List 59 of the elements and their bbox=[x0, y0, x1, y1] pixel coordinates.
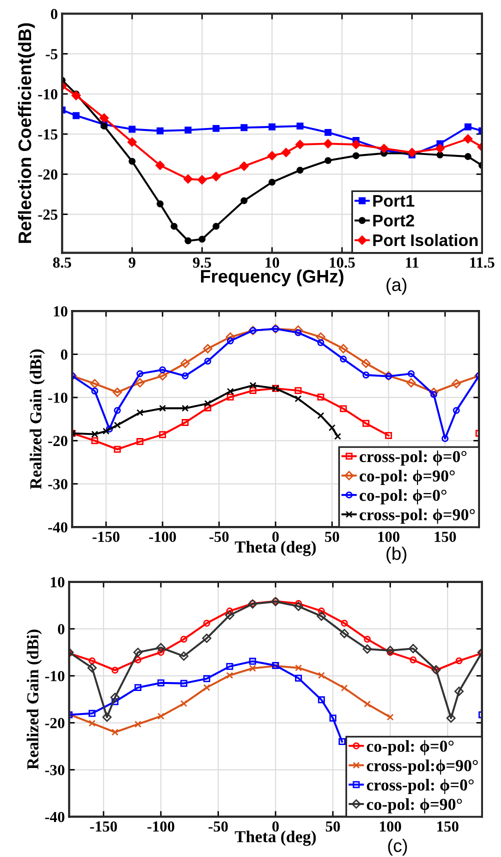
x-tick-label: 10 bbox=[266, 257, 280, 268]
y-tick-label: 0 bbox=[60, 349, 68, 360]
legend-label: Port1 bbox=[373, 195, 414, 207]
x-tick-label: 150 bbox=[434, 532, 456, 542]
legend-label: cross-pol: ϕ=90° bbox=[360, 508, 475, 524]
y-axis-title: Reflection Coefficient(dB) bbox=[18, 23, 35, 243]
x-tick-label: 100 bbox=[378, 532, 400, 542]
y-tick-label: -20 bbox=[48, 436, 68, 446]
x-tick-label: 8.5 bbox=[53, 257, 72, 268]
y-tick-label: -20 bbox=[38, 169, 58, 180]
x-tick-label: -150 bbox=[90, 821, 117, 832]
legend-label: co-pol: ϕ=90° bbox=[366, 798, 462, 814]
y-tick-label: -5 bbox=[46, 49, 58, 60]
y-tick-label: 10 bbox=[50, 577, 64, 588]
x-tick-label: 10.5 bbox=[330, 257, 355, 268]
x-tick-label: -50 bbox=[209, 532, 229, 542]
y-tick-label: -10 bbox=[38, 89, 58, 100]
y-tick-label: -40 bbox=[45, 812, 64, 822]
legend-label: cross-pol:ϕ=90° bbox=[366, 760, 478, 775]
legend-label: co-pol: ϕ=90° bbox=[360, 470, 455, 485]
x-tick-label: 0 bbox=[272, 821, 279, 832]
x-tick-label: -100 bbox=[147, 821, 174, 832]
x-tick-label: 9.5 bbox=[192, 257, 212, 268]
legend-label: Port2 bbox=[373, 214, 414, 226]
x-axis-title: Theta (deg) bbox=[234, 830, 316, 846]
y-tick-label: -10 bbox=[48, 392, 68, 403]
y-tick-label: 0 bbox=[58, 624, 64, 634]
x-tick-label: 50 bbox=[325, 532, 340, 542]
x-tick-label: 9 bbox=[128, 257, 136, 268]
text: (a) bbox=[386, 278, 406, 295]
y-tick-label: -30 bbox=[45, 764, 64, 776]
x-tick-label: -150 bbox=[92, 532, 120, 542]
x-axis-title: Theta (deg) bbox=[234, 540, 316, 556]
y-tick-label: -10 bbox=[45, 670, 64, 682]
x-tick-label: 0 bbox=[272, 532, 279, 542]
x-tick-label: 50 bbox=[326, 821, 340, 832]
text: (b) bbox=[386, 546, 406, 564]
x-tick-label: 11.5 bbox=[470, 257, 494, 268]
y-tick-label: -20 bbox=[45, 718, 64, 728]
y-tick-label: -30 bbox=[48, 479, 68, 490]
x-tick-label: -100 bbox=[149, 532, 176, 542]
y-tick-label: -25 bbox=[38, 209, 58, 220]
legend-label: Port Isolation bbox=[373, 234, 478, 246]
y-tick-label: 0 bbox=[50, 8, 58, 20]
x-tick-label: 11 bbox=[406, 257, 418, 268]
x-tick-label: -50 bbox=[208, 821, 228, 832]
legend-label: cross-pol: ϕ=0° bbox=[360, 450, 466, 466]
y-axis-title: Realized Gain (dBi) bbox=[30, 349, 45, 490]
y-tick-label: -15 bbox=[38, 129, 58, 140]
y-tick-label: 10 bbox=[54, 306, 68, 317]
text: (c) bbox=[388, 838, 407, 856]
legend-label: co-pol: ϕ=0° bbox=[360, 489, 446, 504]
legend-label: co-pol: ϕ=0° bbox=[366, 740, 454, 756]
x-tick-label: 150 bbox=[437, 821, 458, 832]
y-tick-label: -40 bbox=[48, 522, 68, 533]
y-axis-title: Realized Gain (dBi) bbox=[26, 630, 42, 770]
x-tick-label: 100 bbox=[380, 821, 402, 832]
legend-label: cross-pol: ϕ=0° bbox=[366, 778, 474, 794]
x-axis-title: Frequency (GHz) bbox=[201, 269, 344, 286]
